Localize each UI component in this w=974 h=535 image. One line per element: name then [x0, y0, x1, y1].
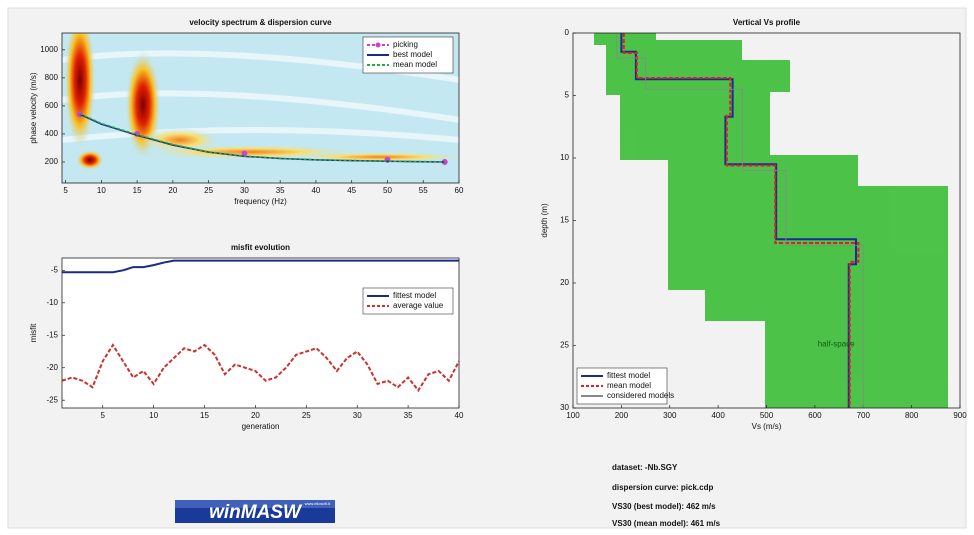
x-tick-label: 200	[615, 411, 629, 420]
info-line: dispersion curve: pick.cdp	[612, 483, 713, 492]
x-tick-label: 25	[204, 186, 213, 195]
x-axis-label: frequency (Hz)	[234, 197, 287, 206]
y-tick-label: 10	[560, 153, 569, 162]
legend-label: picking	[393, 40, 418, 49]
figure: winMASW www.eliosoft.it dataset: -Nb.SGY…	[0, 0, 974, 535]
logo: winMASW www.eliosoft.it	[175, 500, 335, 523]
y-tick-label: -10	[46, 298, 58, 307]
x-tick-label: 20	[251, 411, 260, 420]
x-tick-label: 5	[100, 411, 105, 420]
legend-label: best model	[393, 50, 432, 59]
y-axis-label: depth (m)	[540, 203, 549, 238]
x-tick-label: 400	[711, 411, 725, 420]
x-tick-label: 30	[353, 411, 362, 420]
chart-title: misfit evolution	[231, 243, 290, 252]
info-line: VS30 (best model): 462 m/s	[612, 502, 716, 511]
x-tick-label: 15	[133, 186, 142, 195]
x-tick-label: 5	[63, 186, 68, 195]
x-tick-label: 900	[953, 411, 967, 420]
y-tick-label: 1000	[40, 45, 58, 54]
x-tick-label: 25	[302, 411, 311, 420]
logo-url: www.eliosoft.it	[305, 501, 331, 506]
x-tick-label: 15	[200, 411, 209, 420]
x-tick-label: 55	[419, 186, 428, 195]
logo-title: winMASW	[209, 502, 303, 523]
x-tick-label: 300	[663, 411, 677, 420]
x-tick-label: 60	[455, 186, 464, 195]
y-tick-label: -15	[46, 330, 58, 339]
x-tick-label: 40	[455, 411, 464, 420]
x-tick-label: 35	[404, 411, 413, 420]
y-tick-label: 0	[565, 28, 570, 37]
info-line: dataset: -Nb.SGY	[612, 463, 678, 472]
y-tick-label: 20	[560, 278, 569, 287]
legend-label: mean model	[393, 60, 437, 69]
chart-title: velocity spectrum & dispersion curve	[189, 18, 332, 27]
x-tick-label: 10	[97, 186, 106, 195]
y-tick-label: 200	[45, 157, 59, 166]
y-axis-label: phase velocity (m/s)	[29, 72, 38, 143]
y-tick-label: 25	[560, 341, 569, 350]
x-tick-label: 50	[383, 186, 392, 195]
y-tick-label: 400	[45, 129, 59, 138]
x-tick-label: 600	[808, 411, 822, 420]
x-tick-label: 40	[311, 186, 320, 195]
legend-label: average value	[393, 301, 444, 310]
x-tick-label: 20	[168, 186, 177, 195]
x-tick-label: 45	[347, 186, 356, 195]
y-tick-label: -25	[46, 395, 58, 404]
x-tick-label: 800	[905, 411, 919, 420]
legend-label: fittest model	[607, 371, 650, 380]
x-tick-label: 500	[760, 411, 774, 420]
legend-marker	[376, 43, 381, 48]
x-axis-label: Vs (m/s)	[752, 422, 782, 431]
y-tick-label: -20	[46, 363, 58, 372]
y-tick-label: 800	[45, 73, 59, 82]
chart-title: Vertical Vs profile	[733, 18, 801, 27]
x-tick-label: 700	[857, 411, 871, 420]
x-tick-label: 100	[566, 411, 580, 420]
x-tick-label: 35	[276, 186, 285, 195]
x-tick-label: 30	[240, 186, 249, 195]
y-tick-label: 600	[45, 101, 59, 110]
y-tick-label: -5	[51, 265, 59, 274]
y-tick-label: 15	[560, 216, 569, 225]
y-tick-label: 30	[560, 403, 569, 412]
y-axis-label: misfit	[29, 323, 38, 342]
annotation: half-space	[818, 339, 855, 348]
legend-label: fittest model	[393, 291, 436, 300]
y-tick-label: 5	[565, 91, 570, 100]
legend-label: considered models	[607, 391, 674, 400]
x-axis-label: generation	[242, 422, 280, 431]
info-line: VS30 (mean model): 461 m/s	[612, 519, 721, 528]
x-tick-label: 10	[149, 411, 158, 420]
legend-label: mean model	[607, 381, 651, 390]
